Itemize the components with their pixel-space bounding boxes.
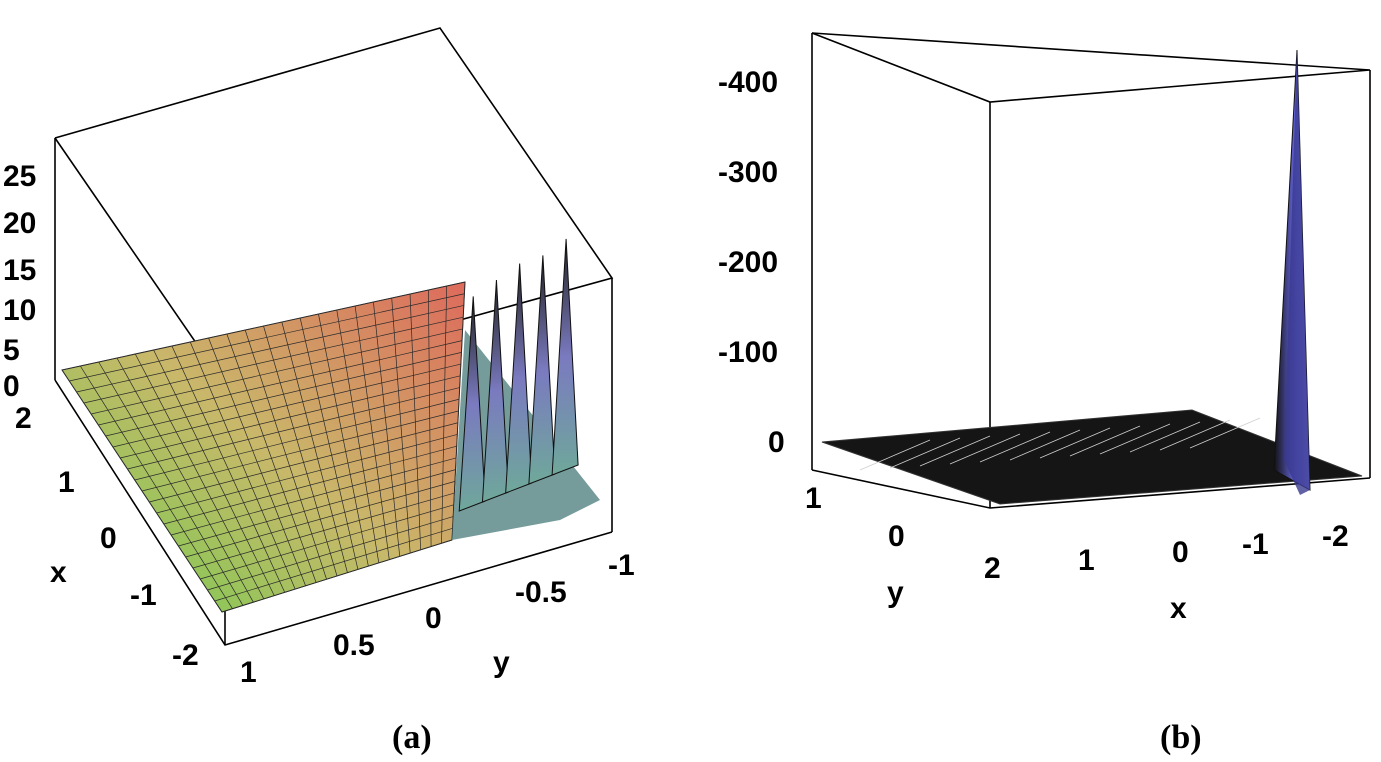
chart-b-sheet-line xyxy=(889,437,961,469)
chart-b-sheet-line xyxy=(949,433,1021,465)
chart-a-grid-line xyxy=(441,285,448,544)
chart-a-z-tick: 5 xyxy=(3,334,20,367)
chart-b-panel-label: (b) xyxy=(1160,719,1202,756)
chart-a-spike xyxy=(481,279,509,503)
chart-a-x-tick: 2 xyxy=(15,402,32,435)
chart-b-sheet-line xyxy=(1009,429,1081,461)
chart-a-grid-line xyxy=(281,321,348,573)
chart-b-x-tick: 0 xyxy=(1172,536,1189,569)
chart-a: 25 20 15 10 5 0 2 1 0 -1 -2 x 1 0.5 0 -0… xyxy=(3,27,635,756)
chart-b-y-label: y xyxy=(887,576,904,609)
chart-a-grid-line xyxy=(214,527,453,602)
chart-a-z-tick: 25 xyxy=(3,160,36,193)
chart-a-spike xyxy=(458,296,486,512)
chart-a-x-tick: -1 xyxy=(130,579,157,612)
chart-a-y-tick: 1 xyxy=(240,656,257,689)
chart-b-y-tick: 0 xyxy=(888,520,905,553)
chart-a-y-ticks: 1 0.5 0 -0.5 -1 y xyxy=(240,549,635,689)
chart-b-sheet-line xyxy=(1069,425,1141,457)
chart-b-sheet-line xyxy=(859,439,931,471)
chart-a-grid-line xyxy=(185,481,456,558)
chart-a-z-tick: 15 xyxy=(3,254,36,287)
chart-a-grid-line xyxy=(192,492,455,569)
chart-b-sheet-line xyxy=(919,435,991,467)
chart-b-y-tick: 1 xyxy=(805,482,822,515)
chart-b-x-tick: -2 xyxy=(1322,520,1349,553)
chart-a-grid-line xyxy=(354,305,390,560)
chart-a-y-label: y xyxy=(493,646,510,679)
chart-a-grid-line xyxy=(200,504,454,580)
chart-b-sheet-line xyxy=(1159,419,1231,451)
chart-a-grid-line xyxy=(391,297,411,554)
chart-b-sheet-line xyxy=(1129,421,1201,453)
chart-a-grid-line xyxy=(149,422,458,503)
chart-a-z-tick: 20 xyxy=(3,207,36,240)
chart-a-z-ticks: 25 20 15 10 5 0 xyxy=(3,160,36,403)
chart-a-grid-line xyxy=(428,289,432,547)
chart-a-panel-label: (a) xyxy=(392,719,432,756)
chart-b-x-tick: -1 xyxy=(1242,528,1269,561)
chart-a-z-tick: 0 xyxy=(3,370,20,403)
chart-b-z-tick: -200 xyxy=(718,246,778,279)
chart-b-sheet-line xyxy=(979,431,1051,463)
chart-b-z-tick: 0 xyxy=(768,426,785,459)
chart-a-surface-grid xyxy=(61,281,466,613)
chart-a-grid-line xyxy=(451,281,466,541)
chart-a-spikes xyxy=(458,238,579,512)
chart-a-x-tick: -2 xyxy=(172,639,199,672)
chart-b-sheet-line xyxy=(1039,427,1111,459)
chart-a-y-tick: -0.5 xyxy=(515,576,567,609)
chart-a-y-tick: 0 xyxy=(425,602,442,635)
chart-b-y-ticks: 1 0 y xyxy=(805,482,905,609)
chart-a-x-label: x xyxy=(50,556,67,589)
chart-b-z-tick: -300 xyxy=(718,156,778,189)
chart-a-x-tick: 1 xyxy=(58,466,75,499)
chart-a-surface xyxy=(61,281,466,613)
chart-a-x-ticks: 2 1 0 -1 -2 x xyxy=(15,402,199,672)
chart-b: -400 -300 -200 -100 0 1 0 y 2 1 0 -1 -2 … xyxy=(718,32,1371,756)
chart-a-grid-line xyxy=(299,317,359,570)
chart-b-spike-shadow xyxy=(1284,50,1310,495)
chart-b-sheet-line xyxy=(1189,417,1261,449)
chart-a-spike xyxy=(505,263,533,494)
chart-b-x-tick: 1 xyxy=(1078,544,1095,577)
chart-a-y-tick: 0.5 xyxy=(333,629,375,662)
chart-b-z-tick: -400 xyxy=(718,66,778,99)
chart-b-x-ticks: 2 1 0 -1 -2 x xyxy=(984,520,1349,625)
chart-a-spike xyxy=(551,238,579,476)
chart-a-z-tick: 10 xyxy=(3,294,36,327)
chart-a-grid-line xyxy=(318,313,369,567)
chart-a-grid-line xyxy=(156,434,458,514)
chart-b-surface-lines xyxy=(859,417,1261,471)
chart-b-surface xyxy=(821,409,1363,505)
chart-a-grid-line xyxy=(170,457,457,536)
chart-a-grid-line xyxy=(373,301,401,557)
chart-a-x-tick: 0 xyxy=(100,522,117,555)
chart-a-grid-line xyxy=(221,539,453,613)
chart-a-grid-line xyxy=(207,516,454,591)
chart-a-grid-line xyxy=(163,445,457,525)
chart-a-grid-line xyxy=(141,410,459,492)
chart-b-sheet-line xyxy=(1099,423,1171,455)
chart-b-x-tick: 2 xyxy=(984,552,1001,585)
chart-a-spike xyxy=(528,255,556,485)
chart-a-grid-line xyxy=(178,469,456,547)
chart-b-z-ticks: -400 -300 -200 -100 0 xyxy=(718,66,785,459)
chart-a-y-tick: -1 xyxy=(608,549,635,582)
chart-b-z-tick: -100 xyxy=(718,336,778,369)
chart-b-x-label: x xyxy=(1170,592,1187,625)
chart-a-grid-line xyxy=(409,293,421,550)
chart-a-grid-line xyxy=(336,309,380,563)
